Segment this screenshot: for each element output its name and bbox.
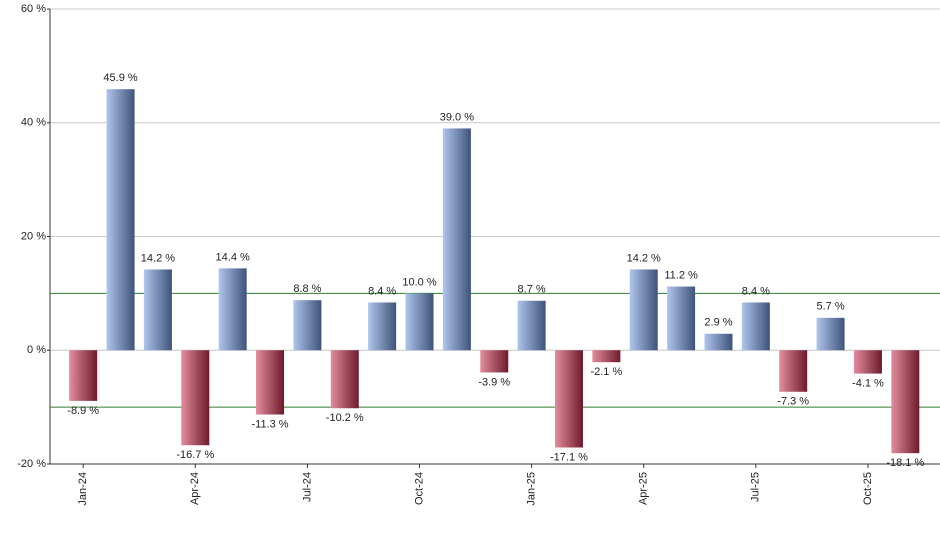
bar (779, 350, 808, 392)
value-label: 14.4 % (216, 251, 250, 263)
value-label: 39.0 % (440, 111, 474, 123)
bar (853, 350, 882, 374)
value-label: -10.2 % (326, 412, 364, 424)
y-tick-label: 20 % (21, 230, 46, 242)
y-tick-label: 0 % (27, 344, 46, 356)
bar (816, 317, 845, 351)
bar (106, 89, 135, 351)
bar (667, 286, 696, 351)
bar (69, 350, 98, 401)
y-tick-label: 60 % (21, 3, 46, 15)
value-label: -7.3 % (777, 396, 809, 408)
value-label: 11.2 % (664, 269, 698, 281)
value-label: -16.7 % (176, 449, 214, 461)
x-tick-label: Jan-25 (526, 472, 538, 506)
value-label: 10.0 % (402, 276, 436, 288)
bar (256, 350, 285, 415)
value-label: 45.9 % (103, 72, 137, 84)
value-label: -2.1 % (590, 366, 622, 378)
y-tick-label: 40 % (21, 117, 46, 129)
x-tick-label: Jan-24 (77, 472, 89, 506)
bar (218, 268, 247, 351)
value-label: 8.4 % (742, 285, 770, 297)
x-tick-label: Apr-25 (638, 472, 650, 505)
bar (629, 269, 658, 351)
x-tick-label: Jul-24 (301, 472, 313, 502)
x-tick-label: Jul-25 (750, 472, 762, 502)
bar (293, 300, 322, 351)
bar (592, 350, 621, 363)
bar (891, 350, 920, 454)
bar (741, 302, 770, 351)
bar (704, 333, 733, 351)
value-label: 2.9 % (704, 317, 732, 329)
value-label: 14.2 % (141, 252, 175, 264)
value-label: -11.3 % (251, 418, 288, 430)
value-label: 8.4 % (368, 285, 396, 297)
x-tick-label: Oct-25 (862, 472, 874, 505)
x-tick-label: Oct-24 (413, 472, 425, 505)
value-label: -8.9 % (67, 405, 99, 417)
bar (181, 350, 210, 446)
value-label: -3.9 % (478, 376, 510, 388)
bar (442, 128, 471, 351)
value-label: 8.8 % (293, 283, 321, 295)
bar (330, 350, 359, 409)
value-label: 14.2 % (627, 252, 661, 264)
value-label: -18.1 % (886, 457, 924, 469)
value-label: 8.7 % (518, 284, 546, 296)
value-label: -4.1 % (852, 377, 884, 389)
bar (368, 302, 397, 351)
bar (517, 300, 546, 351)
value-label: -17.1 % (550, 451, 588, 463)
bar (480, 350, 509, 373)
value-label: 5.7 % (817, 301, 845, 313)
bar (405, 293, 434, 351)
y-tick-label: -20 % (17, 458, 46, 470)
bar (554, 350, 583, 448)
x-tick-label: Apr-24 (189, 472, 201, 505)
bar (143, 269, 172, 351)
